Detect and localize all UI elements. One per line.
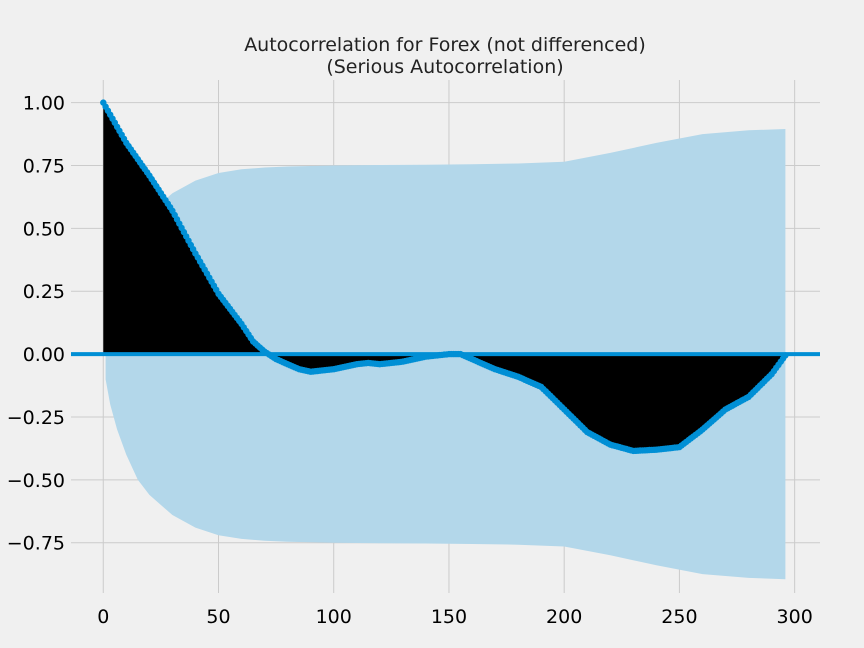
acf-marker-layer (100, 99, 789, 455)
y-tick-label: 0.50 (23, 218, 65, 240)
y-tick-label: 0.00 (23, 344, 65, 366)
x-tick-label: 300 (777, 606, 813, 628)
x-tick-label: 250 (661, 606, 697, 628)
y-tick-label: 0.25 (23, 281, 65, 303)
acf-fill-layer (103, 102, 786, 451)
y-tick-label: −0.25 (7, 407, 65, 429)
acf-stem-fill (103, 102, 786, 451)
y-tick-label: −0.75 (7, 533, 65, 555)
chart-subtitle: (Serious Autocorrelation) (326, 56, 563, 78)
y-tick-label: 0.75 (23, 156, 65, 178)
acf-point (782, 352, 789, 359)
chart-title: Autocorrelation for Forex (not differenc… (244, 34, 646, 56)
y-tick-label: −0.50 (7, 470, 65, 492)
y-tick-label: 1.00 (23, 93, 65, 115)
x-tick-label: 150 (431, 606, 467, 628)
x-tick-label: 100 (316, 606, 352, 628)
x-tick-label: 200 (546, 606, 582, 628)
x-tick-label: 0 (97, 606, 109, 628)
tick-label-layer: 0 50 100 150 200 250 300 1.00 0.75 0.50 0.25 0.00 −0… (7, 93, 813, 628)
x-tick-label: 50 (206, 606, 230, 628)
